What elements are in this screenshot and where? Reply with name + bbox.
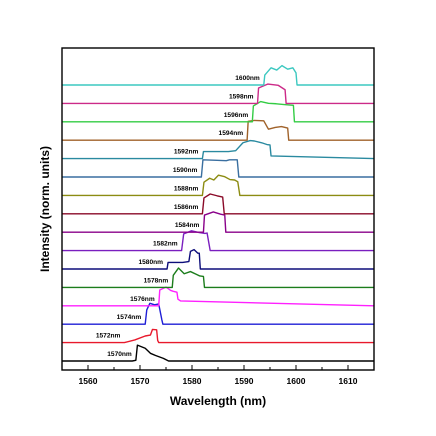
series-label-1592nm: 1592nm xyxy=(174,149,199,156)
x-tick-label-1570: 1570 xyxy=(131,376,150,386)
series-1594nm-line xyxy=(62,119,374,141)
series-1586nm-line xyxy=(62,193,374,215)
series-label-1574nm: 1574nm xyxy=(117,314,142,321)
series-label-1600nm: 1600nm xyxy=(235,75,260,82)
x-tick-label-1560: 1560 xyxy=(79,376,98,386)
series-1590nm-line xyxy=(62,159,374,178)
x-tick-label-1590: 1590 xyxy=(235,376,254,386)
series-1592nm-line xyxy=(62,139,375,160)
series-1572nm-line xyxy=(62,328,374,344)
x-axis-title: Wavelength (nm) xyxy=(170,394,266,408)
y-axis-title: Intensity (norm. units) xyxy=(38,146,52,272)
series-1582nm-line xyxy=(62,230,374,252)
series-label-1586nm: 1586nm xyxy=(174,204,199,211)
series-1584nm-line xyxy=(62,211,374,233)
series-1574nm-line xyxy=(62,302,374,325)
x-tick-label-1610: 1610 xyxy=(339,376,358,386)
series-label-1594nm: 1594nm xyxy=(219,130,244,137)
series-1588nm-line xyxy=(62,174,374,197)
series-1596nm-line xyxy=(62,100,374,123)
series-1570nm-line xyxy=(62,344,374,362)
series-layer xyxy=(62,64,375,362)
series-label-1578nm: 1578nm xyxy=(144,277,169,284)
series-label-1588nm: 1588nm xyxy=(174,185,199,192)
plot-frame xyxy=(61,47,375,371)
series-labels: 1570nm 1572nm 1574nm 1576nm 1578nm 1580nm 1582… xyxy=(96,75,260,358)
series-label-1596nm: 1596nm xyxy=(224,112,249,119)
x-tick-label-1600: 1600 xyxy=(287,376,306,386)
series-label-1570nm: 1570nm xyxy=(107,351,132,358)
series-1600nm-line xyxy=(62,64,374,86)
series-label-1590nm: 1590nm xyxy=(173,167,198,174)
series-label-1576nm: 1576nm xyxy=(130,296,155,303)
series-1576nm-line xyxy=(62,286,375,307)
series-label-1580nm: 1580nm xyxy=(138,259,163,266)
x-axis-ticks: 1560 1570 1580 1590 1600 1610 xyxy=(61,365,375,386)
x-tick-label-1580: 1580 xyxy=(183,376,202,386)
series-label-1582nm: 1582nm xyxy=(153,241,178,248)
series-1598nm-line xyxy=(62,83,374,105)
series-label-1584nm: 1584nm xyxy=(175,222,200,229)
series-1578nm-line xyxy=(62,267,374,289)
series-label-1572nm: 1572nm xyxy=(96,333,121,340)
series-1580nm-line xyxy=(62,248,374,270)
series-label-1598nm: 1598nm xyxy=(229,93,254,100)
